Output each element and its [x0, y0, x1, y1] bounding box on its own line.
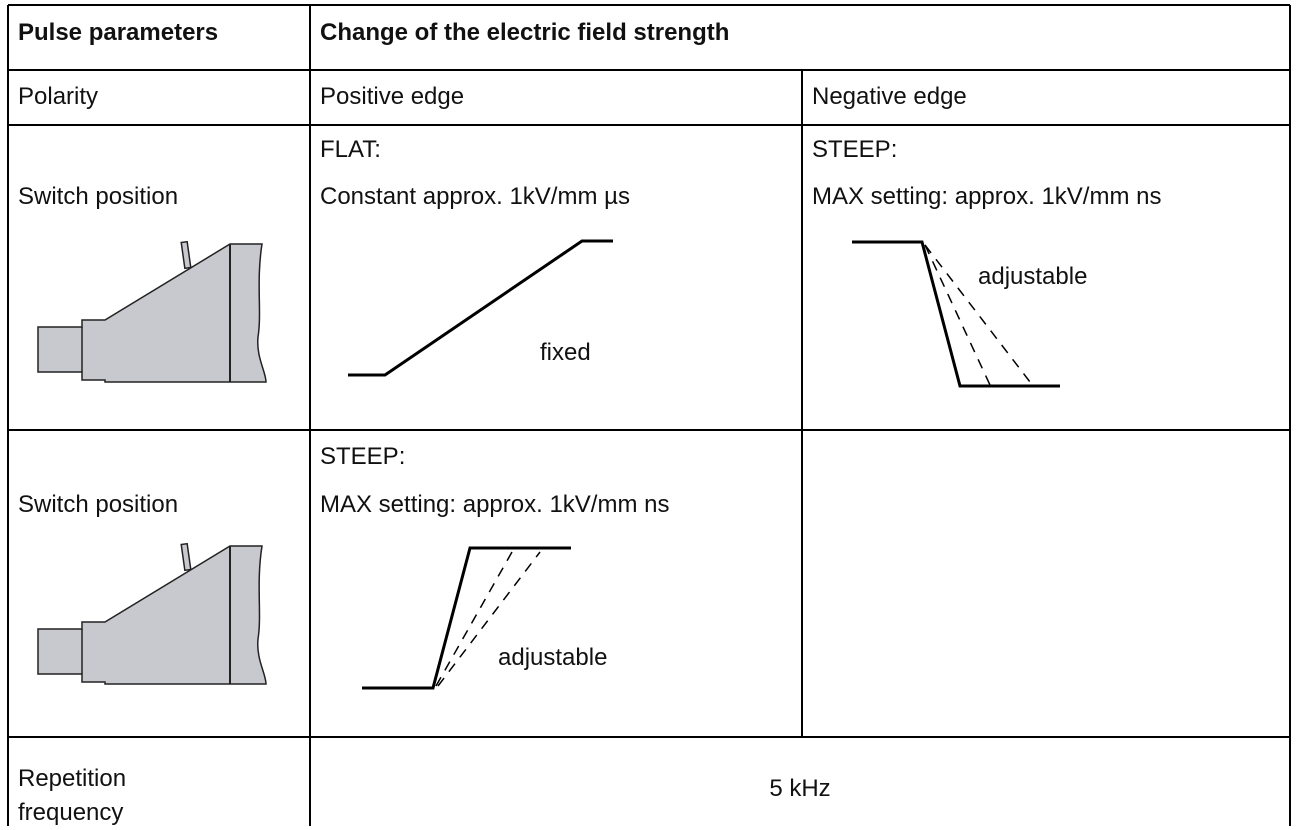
curves — [348, 241, 1060, 688]
setting: MAX setting: approx. 1kV/mm ns — [812, 182, 1161, 212]
row-label: Switch position — [18, 182, 178, 212]
switch-device-icon — [38, 242, 266, 382]
curve-label: fixed — [540, 338, 591, 368]
header-cell: Pulse parameters — [18, 18, 218, 48]
setting: MAX setting: approx. 1kV/mm ns — [320, 490, 669, 520]
cell: Negative edge — [812, 82, 967, 112]
grid — [8, 5, 1290, 826]
curve-label: adjustable — [978, 262, 1087, 292]
switch-device-icon — [38, 544, 266, 684]
page: Pulse parameters Change of the electric … — [0, 0, 1299, 826]
row-label: Repetition frequency — [18, 762, 198, 830]
mode: STEEP: — [812, 135, 897, 165]
mode: FLAT: — [320, 135, 381, 165]
row-label: Switch position — [18, 490, 178, 520]
curve-label: adjustable — [498, 643, 607, 673]
cell: Positive edge — [320, 82, 464, 112]
mode: STEEP: — [320, 442, 405, 472]
setting: Constant approx. 1kV/mm µs — [320, 182, 630, 212]
header-cell: Change of the electric field strength — [320, 18, 729, 48]
cell: 5 kHz — [310, 774, 1290, 804]
cell: Polarity — [18, 82, 98, 112]
table-graphics — [0, 0, 1299, 826]
